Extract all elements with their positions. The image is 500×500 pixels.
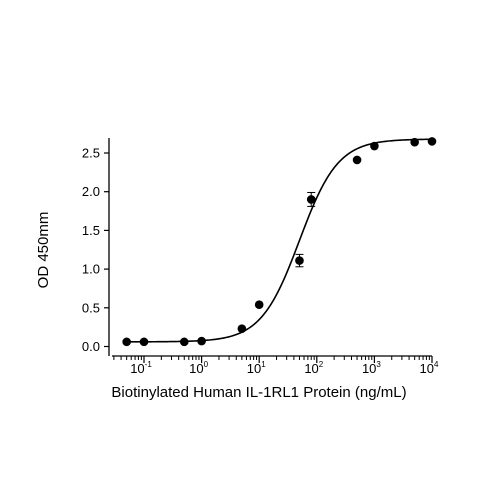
data-point bbox=[427, 137, 437, 146]
y-axis: 0.0 0.5 1.0 1.5 2.0 2.5 bbox=[82, 138, 110, 356]
data-point bbox=[410, 137, 419, 147]
x-tick-label: 104 bbox=[420, 360, 439, 376]
y-tick-label: 0.5 bbox=[82, 300, 100, 315]
data-point bbox=[237, 324, 247, 333]
data-points bbox=[122, 137, 437, 347]
x-tick-label: 10-1 bbox=[130, 360, 152, 376]
data-point bbox=[197, 336, 206, 346]
y-tick-label: 1.5 bbox=[82, 223, 100, 238]
x-axis: 10-1 100 101 102 103 104 bbox=[112, 355, 439, 376]
x-tick-label: 102 bbox=[304, 360, 323, 376]
y-tick-label: 2.0 bbox=[82, 184, 100, 199]
x-tick-label: 100 bbox=[189, 360, 208, 376]
data-point bbox=[370, 141, 379, 151]
data-point bbox=[352, 155, 362, 165]
x-tick-label: 101 bbox=[247, 360, 266, 376]
x-axis-label: Biotinylated Human IL-1RL1 Protein (ng/m… bbox=[111, 384, 406, 401]
data-point bbox=[295, 256, 304, 265]
data-point bbox=[179, 337, 189, 347]
x-tick-label: 103 bbox=[362, 360, 381, 376]
data-point bbox=[254, 300, 264, 310]
fit-curve bbox=[126, 138, 433, 343]
y-tick-label: 1.0 bbox=[82, 262, 100, 277]
data-point bbox=[139, 337, 149, 347]
y-axis-label: OD 450mm bbox=[35, 212, 52, 289]
y-tick-label: 2.5 bbox=[82, 146, 100, 161]
y-tick-label: 0.0 bbox=[82, 339, 100, 354]
data-point bbox=[122, 337, 131, 347]
data-point bbox=[306, 195, 316, 204]
fit-curve-group bbox=[126, 138, 433, 343]
